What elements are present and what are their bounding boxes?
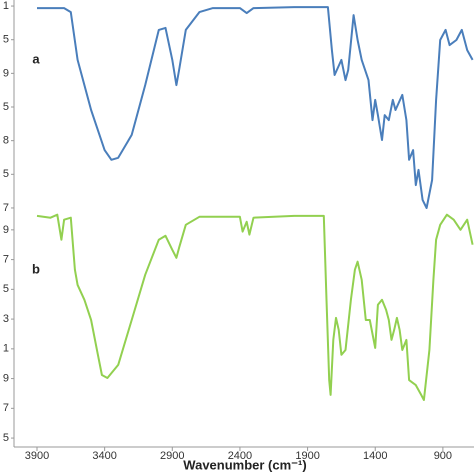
panel-label: a bbox=[32, 51, 40, 66]
x-tick-label: 1400 bbox=[363, 450, 387, 462]
y-tick-label: 7 bbox=[3, 202, 9, 214]
spectrum-line bbox=[36, 213, 474, 401]
y-tick-label: 9 bbox=[3, 224, 9, 236]
y-tick-label: 5 bbox=[3, 101, 9, 113]
y-tick-label: 9 bbox=[3, 67, 9, 79]
y-tick-label: 1 bbox=[3, 343, 9, 355]
x-tick-label: 900 bbox=[434, 450, 452, 462]
y-tick-label: 5 bbox=[3, 432, 9, 444]
x-axis-title: Wavenumber (cm⁻¹) bbox=[183, 457, 306, 472]
x-tick-label: 3400 bbox=[92, 450, 116, 462]
y-tick-label: 3 bbox=[3, 313, 9, 325]
y-tick-label: 7 bbox=[3, 402, 9, 414]
y-tick-label: 8 bbox=[3, 135, 9, 147]
y-tick-label: 5 bbox=[3, 168, 9, 180]
x-tick-label: 1900 bbox=[295, 450, 319, 462]
x-tick-label: 3900 bbox=[25, 450, 49, 462]
y-tick-label: 9 bbox=[3, 372, 9, 384]
x-tick-label: 2900 bbox=[160, 450, 184, 462]
y-tick-label: 5 bbox=[3, 283, 9, 295]
y-tick-label: 5 bbox=[3, 34, 9, 46]
y-tick-label: 7 bbox=[3, 254, 9, 266]
panel-label: b bbox=[32, 261, 40, 276]
spectrum-line bbox=[37, 6, 474, 209]
x-tick-label: 2400 bbox=[228, 450, 252, 462]
y-tick-label: 1 bbox=[3, 0, 9, 12]
